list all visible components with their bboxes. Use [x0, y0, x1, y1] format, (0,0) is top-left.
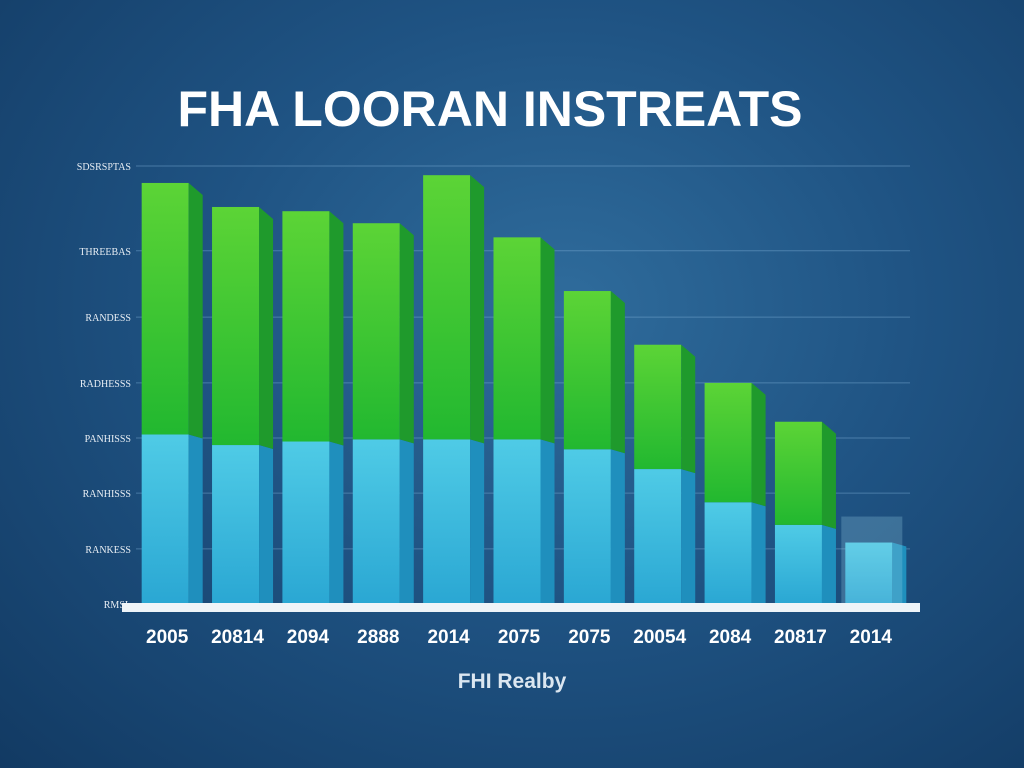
bar-segment-lower — [845, 542, 893, 604]
bar-side-lower — [399, 439, 414, 604]
y-axis: RMSL RANKESS RANHISSS PANHISSS RADHESSS RANDE… — [77, 162, 131, 611]
bar-segment-lower — [493, 439, 541, 604]
bar-side-lower — [821, 524, 836, 604]
bars — [141, 175, 907, 604]
x-axis-baseline — [122, 603, 920, 612]
bar-segment-upper — [141, 182, 189, 435]
bar-group — [352, 223, 414, 604]
bar-side-lower — [610, 449, 625, 604]
y-tick-label: RMSL — [104, 600, 131, 611]
bar-side-lower — [329, 441, 344, 604]
bar-segment-lower — [563, 449, 611, 604]
y-tick-label: RANKESS — [85, 545, 131, 556]
bar-side-upper — [821, 421, 836, 529]
bar-segment-lower — [423, 439, 471, 604]
bar-segment-upper — [282, 211, 330, 442]
x-tick-label: 20814 — [211, 627, 264, 648]
bar-segment-lower — [141, 434, 189, 604]
bar-side-upper — [399, 223, 414, 444]
x-tick-label: 2888 — [357, 627, 399, 648]
bar-group — [423, 175, 485, 604]
bar-segment-lower — [634, 469, 682, 604]
bar-side-upper — [188, 182, 203, 439]
x-tick-label: 2084 — [709, 627, 752, 648]
bar-segment-lower — [352, 439, 400, 604]
bar-group — [563, 291, 625, 604]
bar-side-upper — [751, 382, 766, 507]
bar-segment-upper — [493, 237, 541, 440]
bar-side-lower — [540, 439, 555, 604]
x-tick-label: 2094 — [287, 627, 330, 648]
bar-segment-lower — [282, 441, 330, 604]
bar-segment-upper — [634, 344, 682, 470]
x-tick-label: 2075 — [498, 627, 541, 648]
bar-side-lower — [188, 434, 203, 604]
y-tick-label: SDSRSPTAS — [77, 162, 131, 173]
x-tick-label: 2014 — [850, 627, 893, 648]
y-tick-label: RANDESS — [85, 313, 131, 324]
bar-segment-upper — [423, 175, 471, 440]
x-tick-label: 2075 — [568, 627, 611, 648]
bar-side-upper — [259, 206, 274, 450]
bar-segment-upper — [212, 206, 260, 446]
y-tick-label: PANHISSS — [85, 434, 131, 445]
y-tick-label: RANHISSS — [83, 489, 131, 500]
bar-side-upper — [470, 175, 485, 444]
x-tick-label: 2014 — [427, 627, 470, 648]
bar-side-upper — [681, 344, 696, 474]
x-axis: 2005 20814 2094 2888 2014 2075 2075 20054 2084 20… — [146, 627, 892, 648]
y-tick-label: RADHESSS — [80, 379, 131, 390]
bar-segment-lower — [774, 524, 822, 604]
bar-side-lower — [470, 439, 485, 604]
bar-segment-upper — [774, 421, 822, 525]
bar-side-lower — [751, 502, 766, 604]
x-tick-label: 2005 — [146, 627, 189, 648]
bar-side-upper — [329, 211, 344, 446]
chart-title: FHA LOORAN INSTREATS — [178, 81, 803, 137]
bar-segment-upper — [563, 291, 611, 450]
bar-group — [212, 206, 274, 604]
bar-segment-upper — [704, 382, 752, 503]
bar-group — [282, 211, 344, 604]
bar-group — [841, 516, 907, 604]
bar-side-lower — [681, 469, 696, 604]
bar-group — [493, 237, 555, 604]
bar-glass-cap — [841, 516, 903, 604]
bar-group — [141, 182, 203, 604]
y-tick-label: THREEBAS — [79, 247, 131, 258]
bar-side-upper — [610, 291, 625, 454]
bar-side-lower — [259, 445, 274, 604]
bar-group — [634, 344, 696, 604]
x-tick-label: 20817 — [774, 627, 827, 648]
bar-segment-lower — [212, 445, 260, 604]
x-tick-label: 20054 — [633, 627, 686, 648]
bar-segment-lower — [704, 502, 752, 604]
bar-group — [774, 421, 836, 604]
bar-segment-upper — [352, 223, 400, 440]
bar-side-upper — [540, 237, 555, 444]
bar-group — [704, 382, 766, 604]
bar-side-lower — [892, 542, 907, 604]
x-axis-label: FHI Realby — [458, 670, 567, 693]
